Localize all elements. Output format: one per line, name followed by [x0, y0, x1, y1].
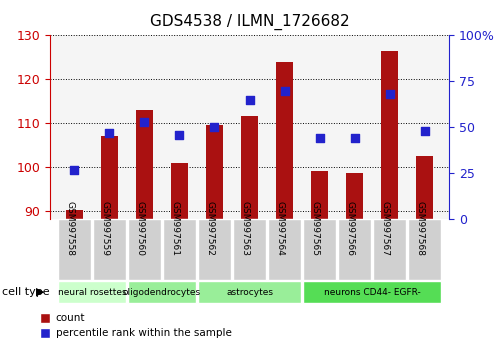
Point [140, 119, 148, 125]
FancyBboxPatch shape [198, 281, 301, 303]
Text: GSM997561: GSM997561 [171, 201, 180, 256]
Text: GSM997558: GSM997558 [65, 201, 74, 256]
FancyBboxPatch shape [128, 219, 161, 280]
Text: GSM997564: GSM997564 [275, 201, 284, 256]
FancyBboxPatch shape [93, 219, 126, 280]
Text: neural rosettes: neural rosettes [57, 287, 126, 297]
Text: cell type: cell type [2, 287, 50, 297]
FancyBboxPatch shape [338, 219, 371, 280]
FancyBboxPatch shape [373, 219, 406, 280]
FancyBboxPatch shape [57, 219, 91, 280]
FancyBboxPatch shape [163, 219, 196, 280]
Bar [101, 136, 118, 219]
Point [70, 167, 78, 173]
Bar [241, 116, 258, 219]
Text: oligodendrocytes: oligodendrocytes [123, 287, 201, 297]
Legend: count, percentile rank within the sample: count, percentile rank within the sample [40, 313, 232, 338]
FancyBboxPatch shape [57, 281, 126, 303]
Bar [206, 125, 223, 219]
FancyBboxPatch shape [233, 219, 266, 280]
Text: GSM997562: GSM997562 [206, 201, 215, 256]
Point [280, 88, 288, 93]
Text: ▶: ▶ [36, 287, 45, 297]
Point [246, 97, 253, 103]
Text: GSM997568: GSM997568 [416, 201, 425, 256]
Bar [346, 173, 363, 219]
Text: GSM997567: GSM997567 [381, 201, 390, 256]
Text: GSM997563: GSM997563 [241, 201, 250, 256]
FancyBboxPatch shape [303, 219, 336, 280]
Text: GSM997560: GSM997560 [135, 201, 144, 256]
Bar [416, 156, 433, 219]
Bar [66, 210, 83, 219]
Point [315, 136, 323, 141]
FancyBboxPatch shape [303, 281, 442, 303]
Text: GSM997559: GSM997559 [100, 201, 109, 256]
Point [105, 130, 113, 136]
Bar [171, 162, 188, 219]
Point [421, 128, 429, 134]
Bar [381, 51, 398, 219]
FancyBboxPatch shape [128, 281, 196, 303]
Point [176, 132, 184, 138]
Point [351, 136, 359, 141]
FancyBboxPatch shape [408, 219, 442, 280]
Text: GSM997565: GSM997565 [310, 201, 319, 256]
Bar [311, 171, 328, 219]
Bar [276, 62, 293, 219]
FancyBboxPatch shape [267, 219, 301, 280]
Bar [136, 110, 153, 219]
Text: astrocytes: astrocytes [226, 287, 273, 297]
FancyBboxPatch shape [198, 219, 232, 280]
Text: GSM997566: GSM997566 [345, 201, 355, 256]
Text: neurons CD44- EGFR-: neurons CD44- EGFR- [324, 287, 421, 297]
Text: GDS4538 / ILMN_1726682: GDS4538 / ILMN_1726682 [150, 14, 349, 30]
Point [386, 91, 394, 97]
Point [211, 125, 219, 130]
